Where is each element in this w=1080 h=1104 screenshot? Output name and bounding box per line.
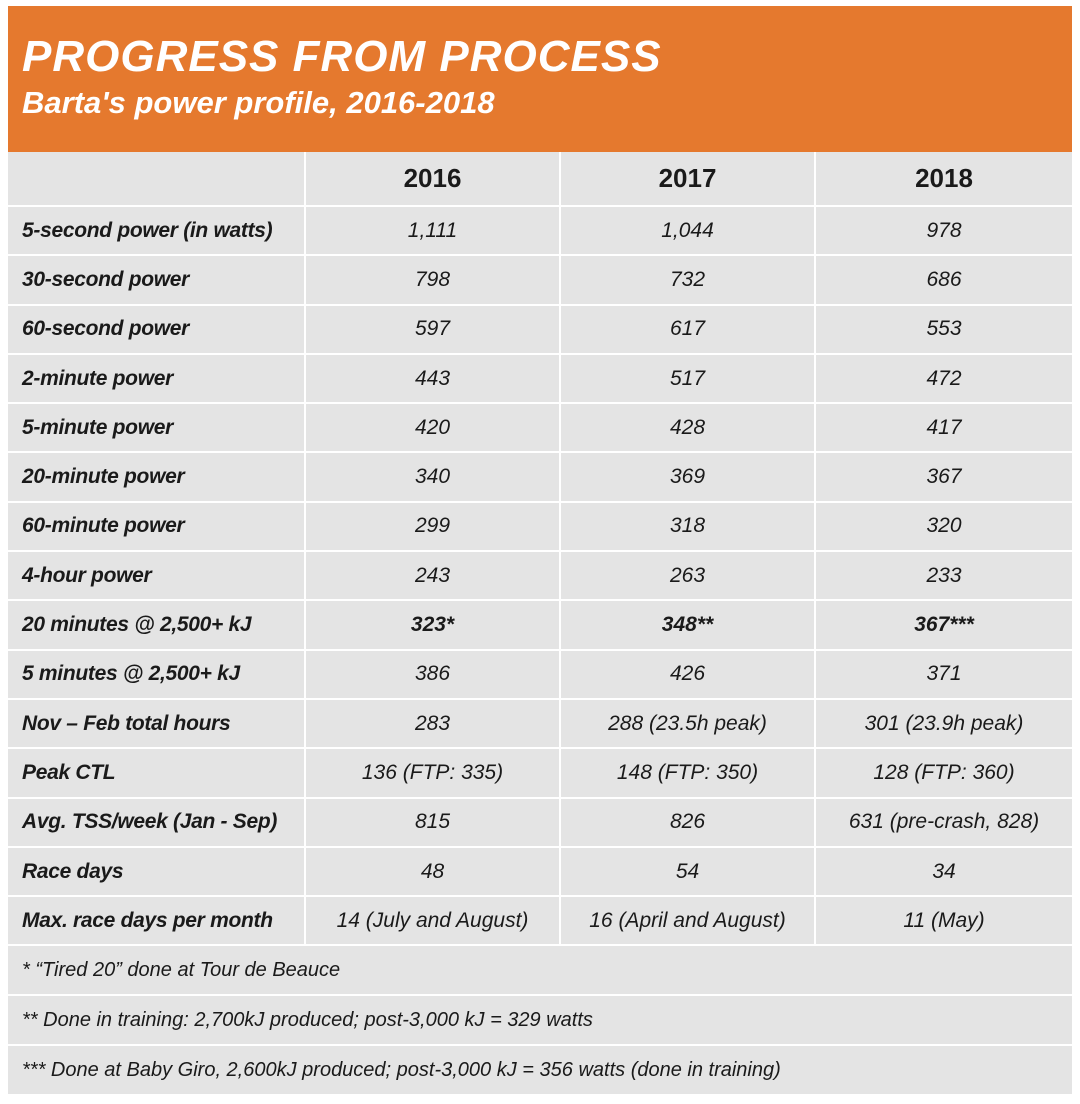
cell-value: 323* <box>306 601 561 649</box>
table: 2016 2017 2018 5-second power (in watts) 1,1… <box>8 152 1072 947</box>
cell-value: 299 <box>306 502 561 551</box>
row-label: Avg. TSS/week (Jan - Sep) <box>8 798 306 846</box>
table-row: Peak CTL 136 (FTP: 335) 148 (FTP: 350) 128 … <box>8 749 1072 799</box>
table-row: 4-hour power 243 263 233 <box>8 552 1072 602</box>
column-header: 2016 <box>306 152 561 205</box>
table-row: Avg. TSS/week (Jan - Sep) 815 826 631 (pre-… <box>8 798 1072 848</box>
cell-value: 48 <box>306 847 561 896</box>
table-row: Max. race days per month 14 (July and Aug… <box>8 897 1072 947</box>
row-label: Nov – Feb total hours <box>8 699 306 748</box>
row-label: 5-minute power <box>8 404 306 452</box>
subtitle: Barta's power profile, 2016-2018 <box>22 85 495 120</box>
cell-value: 798 <box>306 256 561 304</box>
table-row: Race days 48 54 34 <box>8 847 1072 898</box>
cell-value: 686 <box>816 256 1072 304</box>
cell-value: 371 <box>816 650 1072 698</box>
row-label: 60-second power <box>8 305 306 353</box>
cell-value: 443 <box>306 354 561 403</box>
cell-value: 233 <box>816 552 1072 600</box>
table-row: 20-minute power 340 369 367 <box>8 453 1072 503</box>
table-row: 5 minutes @ 2,500+ kJ 386 426 371 <box>8 650 1072 700</box>
table-row: 60-second power 597 617 553 <box>8 305 1072 355</box>
row-label: 20 minutes @ 2,500+ kJ <box>8 601 306 649</box>
cell-value: 517 <box>561 354 816 403</box>
cell-value: 1,044 <box>561 207 816 255</box>
cell-value: 386 <box>306 650 561 698</box>
cell-value: 263 <box>561 552 816 600</box>
corner-cell <box>8 152 306 205</box>
row-label: 4-hour power <box>8 552 306 600</box>
cell-value: 597 <box>306 305 561 353</box>
cell-value: 348** <box>561 601 816 649</box>
table-row: 60-minute power 299 318 320 <box>8 502 1072 553</box>
table-row: 5-minute power 420 428 417 <box>8 404 1072 454</box>
cell-value: 11 (May) <box>816 897 1072 945</box>
row-label: 5 minutes @ 2,500+ kJ <box>8 650 306 698</box>
cell-value: 320 <box>816 502 1072 551</box>
cell-value: 301 (23.9h peak) <box>816 699 1072 748</box>
cell-value: 243 <box>306 552 561 600</box>
cell-value: 417 <box>816 404 1072 452</box>
footnotes: * “Tired 20” done at Tour de Beauce ** Do… <box>8 946 1072 1097</box>
cell-value: 318 <box>561 502 816 551</box>
cell-value: 367 <box>816 453 1072 501</box>
cell-value: 1,111 <box>306 207 561 255</box>
title: PROGRESS FROM PROCESS <box>22 32 662 81</box>
cell-value: 340 <box>306 453 561 501</box>
table-row: 30-second power 798 732 686 <box>8 256 1072 306</box>
cell-value: 428 <box>561 404 816 452</box>
cell-value: 288 (23.5h peak) <box>561 699 816 748</box>
cell-value: 553 <box>816 305 1072 353</box>
cell-value: 732 <box>561 256 816 304</box>
column-header: 2018 <box>816 152 1072 205</box>
cell-value: 34 <box>816 847 1072 896</box>
cell-value: 16 (April and August) <box>561 897 816 945</box>
table-row: 20 minutes @ 2,500+ kJ 323* 348** 367*** <box>8 601 1072 651</box>
row-label: 30-second power <box>8 256 306 304</box>
row-label: 2-minute power <box>8 354 306 403</box>
column-header: 2017 <box>561 152 816 205</box>
cell-value: 283 <box>306 699 561 748</box>
footnote: * “Tired 20” done at Tour de Beauce <box>8 946 1072 997</box>
cell-value: 631 (pre-crash, 828) <box>816 798 1072 846</box>
cell-value: 426 <box>561 650 816 698</box>
row-label: Race days <box>8 847 306 896</box>
infographic: PROGRESS FROM PROCESS Barta's power prof… <box>8 6 1072 1097</box>
row-label: Peak CTL <box>8 749 306 797</box>
cell-value: 826 <box>561 798 816 846</box>
table-row: Nov – Feb total hours 283 288 (23.5h peak)… <box>8 699 1072 750</box>
cell-value: 978 <box>816 207 1072 255</box>
cell-value: 420 <box>306 404 561 452</box>
table-row: 5-second power (in watts) 1,111 1,044 978 <box>8 207 1072 257</box>
table-row: 2-minute power 443 517 472 <box>8 354 1072 405</box>
cell-value: 617 <box>561 305 816 353</box>
cell-value: 472 <box>816 354 1072 403</box>
header: PROGRESS FROM PROCESS Barta's power prof… <box>8 6 1072 152</box>
header-row: 2016 2017 2018 <box>8 152 1072 207</box>
row-label: Max. race days per month <box>8 897 306 945</box>
row-label: 20-minute power <box>8 453 306 501</box>
cell-value: 815 <box>306 798 561 846</box>
footnote: ** Done in training: 2,700kJ produced; p… <box>8 996 1072 1047</box>
cell-value: 54 <box>561 847 816 896</box>
cell-value: 367*** <box>816 601 1072 649</box>
cell-value: 148 (FTP: 350) <box>561 749 816 797</box>
cell-value: 136 (FTP: 335) <box>306 749 561 797</box>
cell-value: 128 (FTP: 360) <box>816 749 1072 797</box>
cell-value: 369 <box>561 453 816 501</box>
row-label: 60-minute power <box>8 502 306 551</box>
cell-value: 14 (July and August) <box>306 897 561 945</box>
row-label: 5-second power (in watts) <box>8 207 306 255</box>
footnote: *** Done at Baby Giro, 2,600kJ produced;… <box>8 1046 1072 1097</box>
